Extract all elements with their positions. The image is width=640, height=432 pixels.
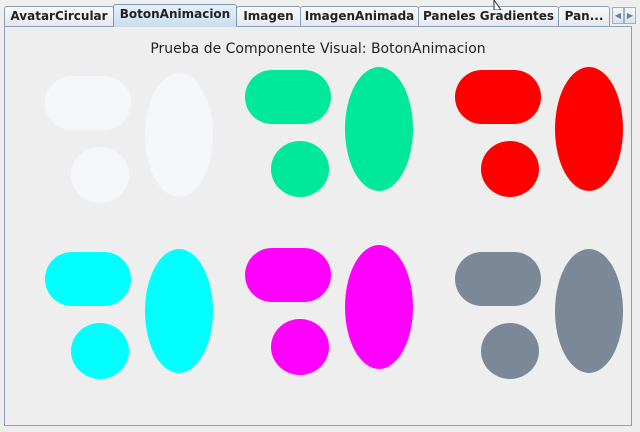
button-pill-shape bbox=[455, 70, 541, 124]
button-circle-shape bbox=[271, 319, 329, 375]
tab-content-panel: Prueba de Componente Visual: BotonAnimac… bbox=[4, 26, 632, 426]
button-circle-shape bbox=[481, 141, 539, 197]
animated-button-red[interactable] bbox=[455, 67, 625, 197]
button-circle-shape bbox=[71, 323, 129, 379]
button-pill-shape bbox=[245, 70, 331, 124]
animated-button-green[interactable] bbox=[245, 67, 415, 197]
animated-button-white[interactable] bbox=[45, 73, 215, 203]
button-pill-shape bbox=[455, 252, 541, 306]
scroll-right-icon[interactable]: ▶ bbox=[624, 7, 636, 24]
button-circle-shape bbox=[481, 323, 539, 379]
animated-button-slate[interactable] bbox=[455, 249, 625, 379]
button-pill-shape bbox=[45, 252, 131, 306]
tab-scroll-arrows: ◀ ▶ bbox=[612, 7, 636, 24]
tab-avatar-circular[interactable]: AvatarCircular bbox=[4, 6, 114, 26]
button-circle-shape bbox=[271, 141, 329, 197]
button-oval-shape bbox=[345, 245, 413, 369]
button-oval-shape bbox=[555, 67, 623, 191]
animated-button-cyan[interactable] bbox=[45, 249, 215, 379]
tab-imagen-animada[interactable]: ImagenAnimada bbox=[300, 6, 419, 26]
button-pill-shape bbox=[45, 76, 131, 130]
animated-button-magenta[interactable] bbox=[245, 245, 415, 375]
button-circle-shape bbox=[71, 147, 129, 203]
button-oval-shape bbox=[345, 67, 413, 191]
scroll-left-icon[interactable]: ◀ bbox=[612, 7, 624, 24]
button-oval-shape bbox=[145, 249, 213, 373]
button-pill-shape bbox=[245, 248, 331, 302]
tab-paneles-gradientes[interactable]: Paneles Gradientes bbox=[418, 6, 559, 26]
button-oval-shape bbox=[555, 249, 623, 373]
tab-strip: AvatarCircular BotonAnimacion Imagen Ima… bbox=[4, 4, 636, 27]
mouse-cursor-icon bbox=[493, 0, 502, 10]
button-oval-shape bbox=[145, 73, 213, 197]
tab-pan-truncated[interactable]: Pan... bbox=[558, 6, 610, 26]
tab-boton-animacion[interactable]: BotonAnimacion bbox=[113, 4, 237, 27]
tab-imagen[interactable]: Imagen bbox=[236, 6, 301, 26]
panel-title: Prueba de Componente Visual: BotonAnimac… bbox=[150, 41, 486, 57]
